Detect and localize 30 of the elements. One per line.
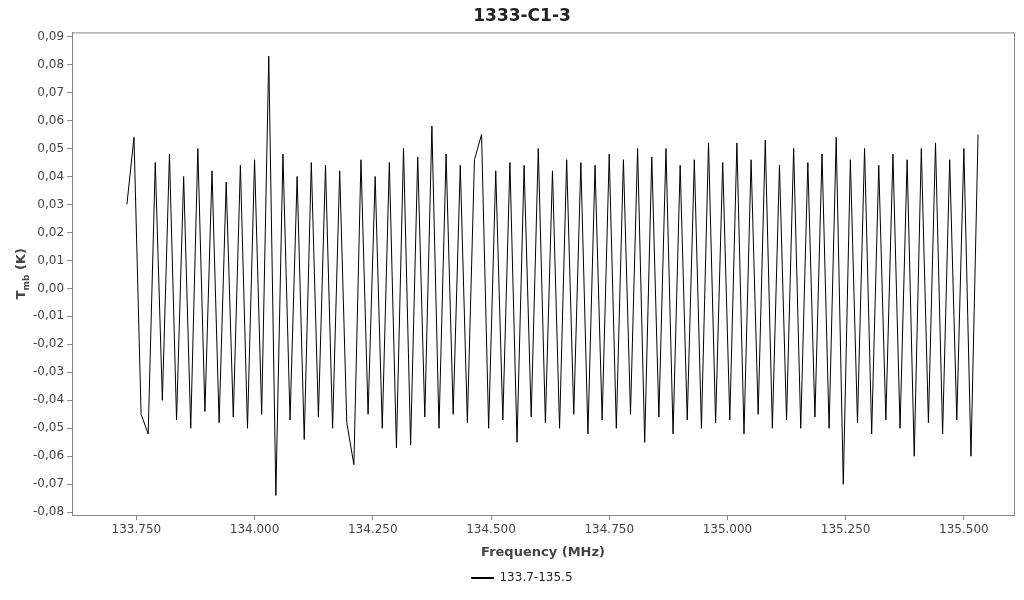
legend-label: 133.7-135.5 — [499, 570, 573, 585]
y-tick-label: 0,03 — [37, 196, 65, 211]
y-tick-label: 0,00 — [37, 280, 65, 295]
y-tick-label: 0,05 — [37, 140, 65, 155]
x-tick-label: 134.250 — [347, 522, 398, 537]
y-tick-label: -0,04 — [32, 392, 65, 407]
y-tick-label: 0,01 — [37, 252, 65, 267]
x-tick-label: 133.750 — [111, 522, 162, 537]
x-tick-label: 134.000 — [229, 522, 280, 537]
y-tick-label: -0,06 — [32, 448, 65, 463]
y-tick-label: -0,03 — [32, 364, 65, 379]
y-axis-title: Tmb (K) — [13, 248, 32, 300]
y-tick-label: -0,08 — [32, 504, 65, 519]
y-tick-label: 0,07 — [37, 84, 65, 99]
y-tick-label: -0,05 — [32, 420, 65, 435]
x-tick-label: 134.500 — [466, 522, 516, 537]
x-tick-label: 134.750 — [584, 522, 635, 537]
x-axis-title: Frequency (MHz) — [481, 543, 605, 559]
x-tick-label: 135.500 — [939, 522, 989, 537]
y-tick-label: 0,06 — [37, 112, 65, 127]
y-tick-label: -0,02 — [32, 336, 65, 351]
y-tick-label: 0,04 — [37, 168, 65, 183]
chart-title: 1333-C1-3 — [473, 4, 571, 25]
y-tick-label: -0,01 — [32, 308, 65, 323]
y-tick-label: 0,02 — [37, 224, 65, 239]
x-tick-label: 135.250 — [820, 522, 871, 537]
x-tick-label: 135.000 — [702, 522, 753, 537]
y-tick-label: 0,08 — [37, 56, 65, 71]
y-tick-label: 0,09 — [37, 28, 65, 43]
y-tick-label: -0,07 — [32, 476, 65, 491]
